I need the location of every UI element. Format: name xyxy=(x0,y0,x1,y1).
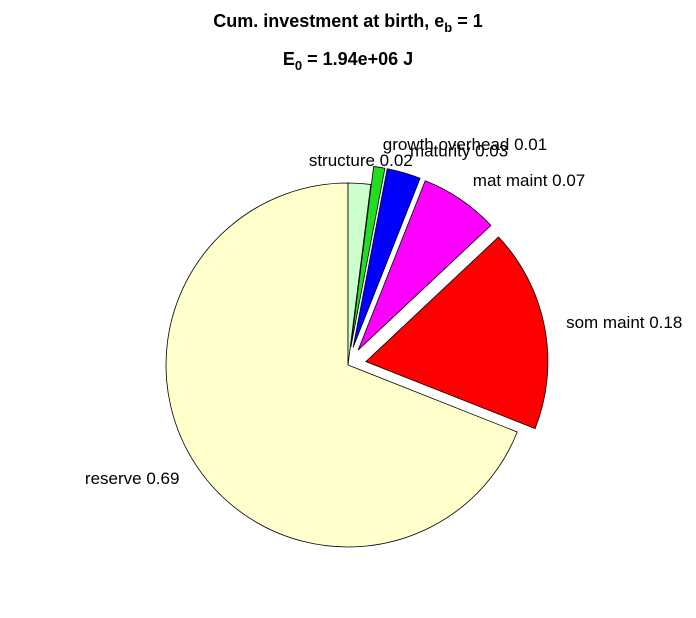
title-text: Cum. investment at birth, e xyxy=(213,11,444,31)
slice-label: structure 0.02 xyxy=(309,151,413,170)
pie-slice xyxy=(165,182,518,548)
pie-slice xyxy=(352,168,421,348)
chart-title: Cum. investment at birth, eb = 1 xyxy=(213,11,483,36)
title-subscript: b xyxy=(444,20,452,35)
title-text: E xyxy=(283,49,295,69)
chart-subtitle: E0 = 1.94e+06 J xyxy=(283,49,413,74)
pie-slice xyxy=(365,236,549,430)
slice-label: reserve 0.69 xyxy=(85,469,180,488)
title-text: = 1 xyxy=(452,11,483,31)
slice-label: som maint 0.18 xyxy=(566,313,682,332)
slice-label: growth overhead 0.01 xyxy=(383,135,547,154)
slice-label: mat maint 0.07 xyxy=(473,171,585,190)
pie-slice xyxy=(357,180,492,351)
pie-slice xyxy=(347,182,372,366)
slice-label: maturity 0.03 xyxy=(410,141,508,160)
title-text: = 1.94e+06 J xyxy=(302,49,413,69)
title-subscript: 0 xyxy=(295,58,302,73)
pie-slice xyxy=(350,166,386,348)
